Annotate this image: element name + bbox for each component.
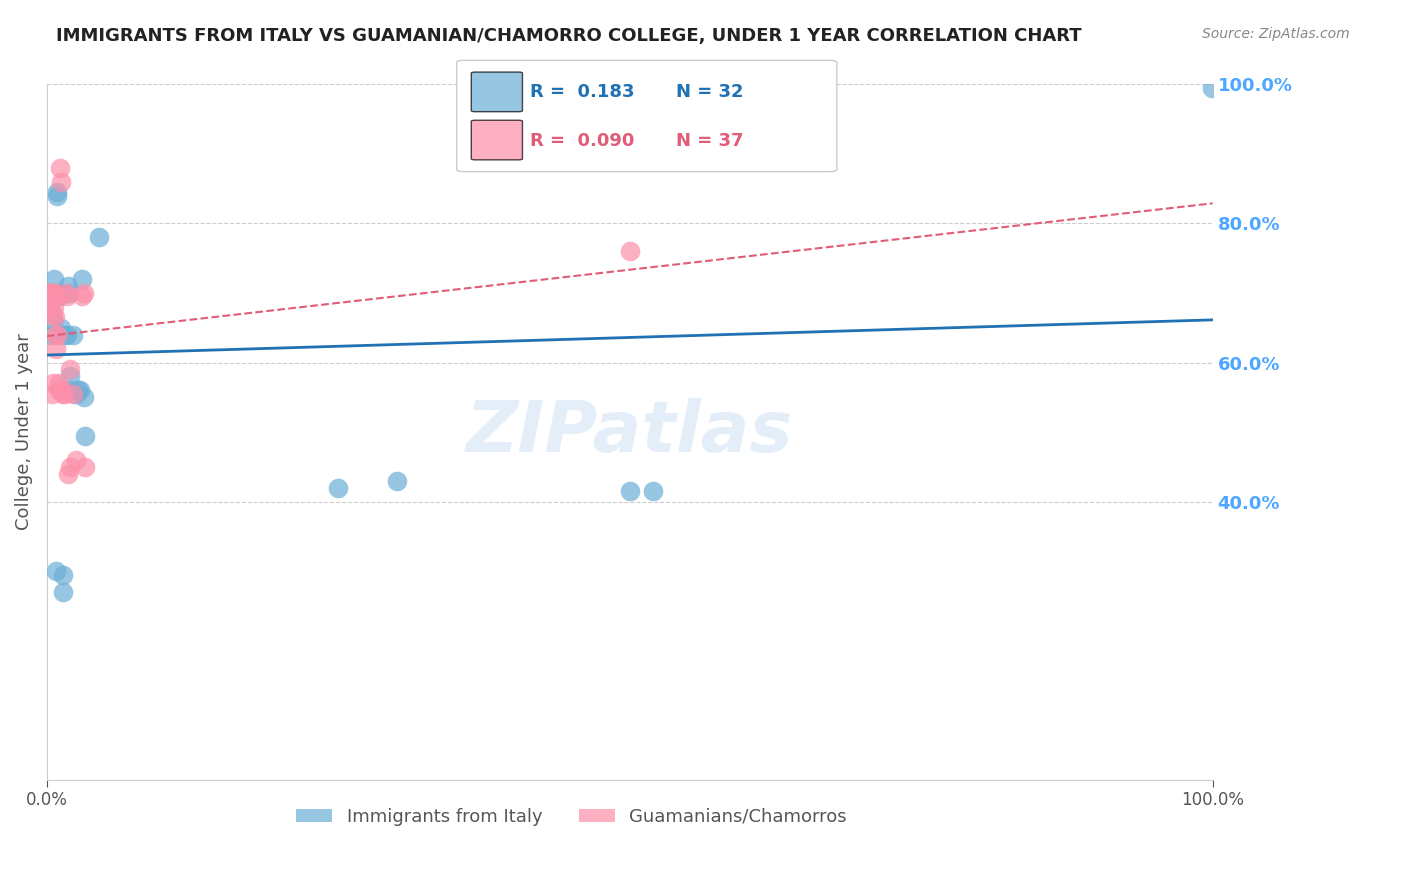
Text: ZIPatlas: ZIPatlas [467,398,793,467]
Point [48,376,70,391]
Point [46,188,69,202]
Point [65,453,87,467]
Point [328,481,350,495]
Point [41,314,63,328]
Text: Source: ZipAtlas.com: Source: ZipAtlas.com [1202,27,1350,41]
Text: IMMIGRANTS FROM ITALY VS GUAMANIAN/CHAMORRO COLLEGE, UNDER 1 YEAR CORRELATION CH: IMMIGRANTS FROM ITALY VS GUAMANIAN/CHAMO… [56,27,1081,45]
Point [52,386,75,401]
Point [48,161,70,175]
Point [385,474,408,488]
Point [619,244,641,259]
Point [48,285,70,300]
Point [48,289,70,303]
Point [38,285,60,300]
Y-axis label: College, Under 1 year: College, Under 1 year [15,334,32,531]
Text: N = 32: N = 32 [676,84,744,102]
Point [49,320,72,334]
FancyBboxPatch shape [471,72,523,112]
Point [55,285,77,300]
Point [46,289,69,303]
Text: R =  0.090: R = 0.090 [530,132,634,150]
Point [69,384,91,398]
Point [67,384,90,398]
Point [44,285,66,300]
Text: N = 37: N = 37 [676,132,744,150]
Point [55,327,77,342]
Point [75,459,97,474]
Point [41,289,63,303]
Point [38,300,60,314]
Point [59,369,82,384]
Point [42,289,65,303]
FancyBboxPatch shape [471,120,523,160]
Point [46,327,69,342]
Point [89,230,111,244]
Point [59,362,82,376]
Point [56,467,79,481]
Point [39,293,62,307]
Point [41,285,63,300]
Point [39,285,62,300]
Point [42,289,65,303]
Point [56,279,79,293]
Point [45,327,67,342]
Point [53,327,76,342]
Point [70,272,93,286]
Point [65,386,87,401]
Point [73,390,96,404]
Point [38,289,60,303]
Point [41,386,63,401]
Point [619,484,641,499]
Point [70,289,93,303]
Point [62,327,84,342]
Text: R =  0.183: R = 0.183 [530,84,634,102]
Point [62,386,84,401]
Point [53,386,76,401]
Point [41,307,63,321]
Point [45,289,67,303]
Point [39,293,62,307]
Point [41,285,63,300]
Point [49,175,72,189]
Point [48,384,70,398]
Point [45,564,67,578]
Point [41,376,63,391]
Point [59,384,82,398]
Point [58,285,80,300]
FancyBboxPatch shape [457,61,837,171]
Point [55,289,77,303]
Point [42,300,65,314]
Point [41,289,63,303]
Point [52,567,75,582]
Point [51,384,73,398]
Point [75,428,97,442]
Point [38,327,60,342]
Point [38,300,60,314]
Point [643,484,665,499]
Point [45,342,67,356]
Point [46,185,69,199]
Point [44,310,66,325]
Point [59,459,82,474]
Legend: Immigrants from Italy, Guamanians/Chamorros: Immigrants from Italy, Guamanians/Chamor… [290,801,853,833]
Point [42,272,65,286]
Point [73,285,96,300]
Point [41,285,63,300]
Point [1201,81,1223,95]
Point [52,585,75,599]
Point [44,285,66,300]
